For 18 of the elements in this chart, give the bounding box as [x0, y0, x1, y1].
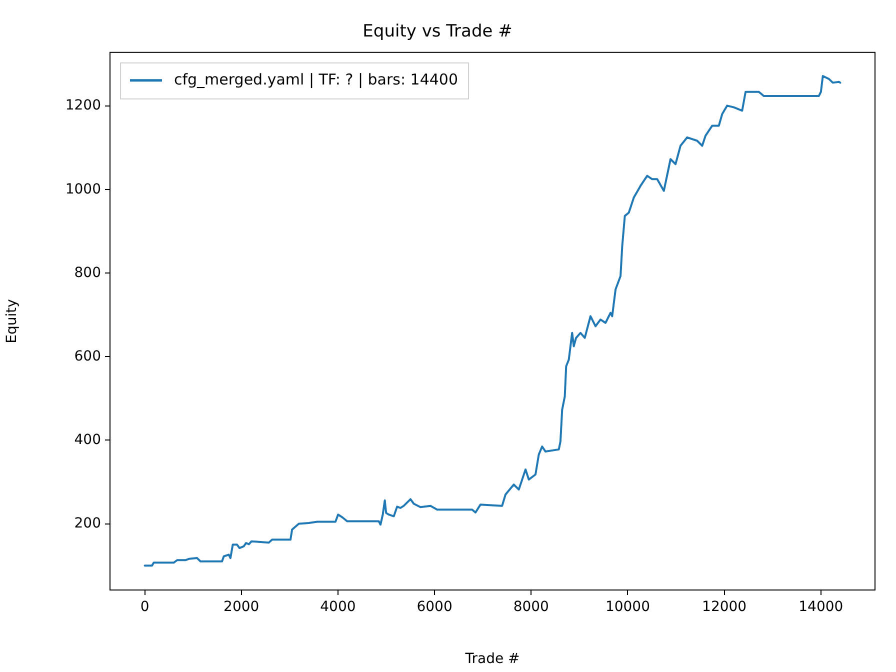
y-tick-label: 1000	[65, 181, 101, 198]
y-tick-label: 800	[74, 264, 101, 281]
y-tick-label: 600	[74, 348, 101, 364]
chart-title: Equity vs Trade #	[362, 22, 512, 42]
x-tick-label: 12000	[702, 599, 747, 616]
x-tick-label: 2000	[224, 599, 260, 616]
legend-label: cfg_merged.yaml | TF: ? | bars: 14400	[174, 70, 458, 88]
y-tick-label: 1200	[65, 98, 101, 114]
x-tick-label: 10000	[605, 599, 650, 616]
x-tick-label: 8000	[513, 599, 549, 616]
y-axis-title: Equity	[4, 299, 20, 344]
x-tick-label: 4000	[320, 599, 356, 616]
x-axis-title: Trade #	[464, 651, 520, 668]
x-tick-label: 0	[140, 599, 150, 616]
x-tick-label: 14000	[798, 599, 844, 616]
y-tick-label: 200	[74, 515, 101, 532]
x-tick-label: 6000	[416, 599, 452, 616]
y-tick-label: 400	[74, 432, 101, 448]
